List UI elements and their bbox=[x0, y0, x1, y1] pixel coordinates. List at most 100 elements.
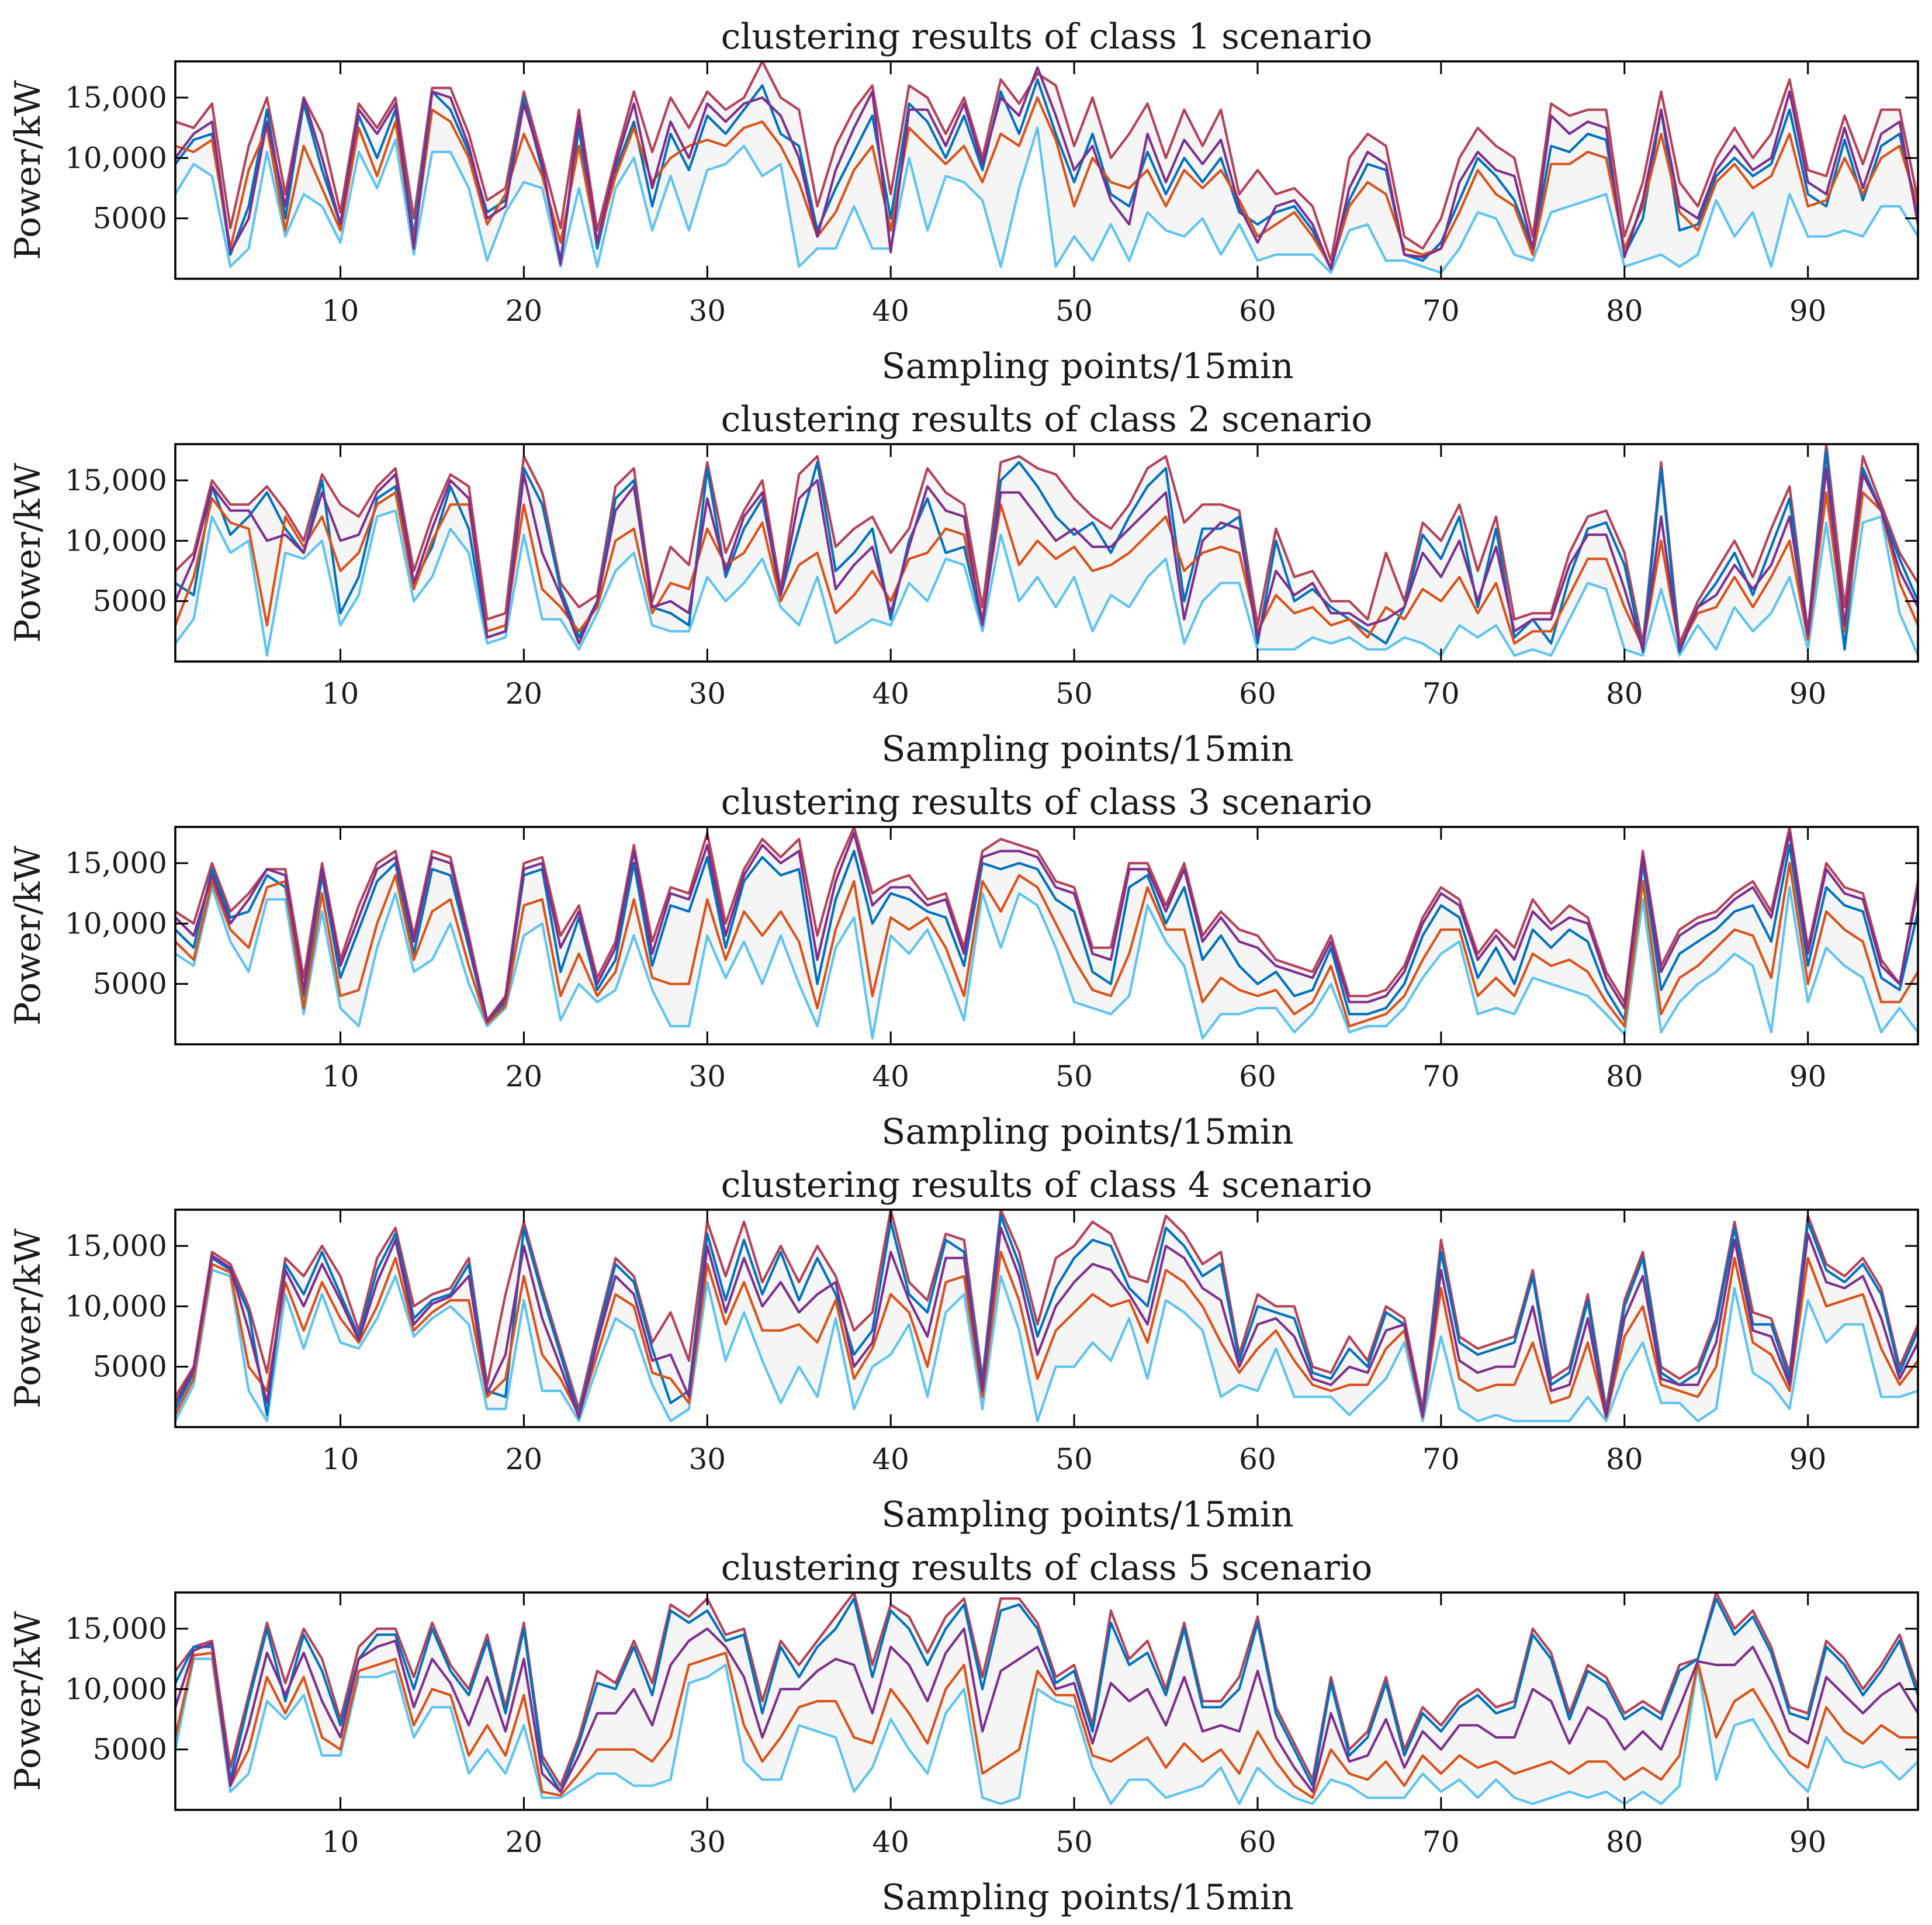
panel-2-xtick-label-70: 70 bbox=[1422, 677, 1460, 711]
panel-1-envelope-band bbox=[175, 61, 1918, 273]
panel-4-ytick-label-5000: 5000 bbox=[93, 1350, 167, 1384]
panel-1-ylabel: Power/kW bbox=[8, 80, 49, 260]
panel-3-xtick-label-30: 30 bbox=[688, 1060, 726, 1093]
panel-2-ytick-label-5000: 5000 bbox=[93, 584, 167, 618]
panel-3-title: clustering results of class 3 scenario bbox=[721, 782, 1373, 823]
panels: clustering results of class 1 scenario 10… bbox=[8, 16, 1919, 1918]
panel-4-envelope-upper-line bbox=[175, 1210, 1918, 1411]
panel-4-xtick-label-30: 30 bbox=[688, 1442, 726, 1476]
panel-4: clustering results of class 4 scenario 10… bbox=[8, 1165, 1919, 1535]
panel-3-ytick-label-15000: 15,000 bbox=[65, 846, 167, 880]
panel-5: clustering results of class 5 scenario 10… bbox=[8, 1547, 1919, 1918]
panel-3-series-trace-c bbox=[175, 832, 1918, 1023]
panel-2-xtick-label-30: 30 bbox=[688, 677, 726, 711]
panel-3-series-trace-b bbox=[175, 861, 1918, 1028]
panel-5-envelope-lower-line bbox=[175, 1657, 1918, 1805]
panel-5-plot-area bbox=[175, 1592, 1918, 1805]
panel-3-xtick-label-70: 70 bbox=[1422, 1060, 1460, 1093]
panel-1-envelope-upper-line bbox=[175, 61, 1918, 262]
panel-2-axes-box bbox=[174, 443, 1919, 663]
panel-4-xtick-label-80: 80 bbox=[1606, 1442, 1643, 1476]
panel-1-ytick-label-10000: 10,000 bbox=[65, 141, 167, 175]
panel-1-ytick-label-15000: 15,000 bbox=[65, 81, 167, 115]
panel-4-xtick-label-20: 20 bbox=[505, 1442, 543, 1476]
panel-4-ylabel: Power/kW bbox=[8, 1228, 49, 1408]
panel-3-xtick-label-10: 10 bbox=[322, 1060, 359, 1093]
panel-4-axes-box bbox=[174, 1209, 1919, 1428]
panel-4-xtick-label-40: 40 bbox=[872, 1442, 909, 1476]
panel-3-xtick-label-50: 50 bbox=[1055, 1060, 1093, 1093]
panel-2-series-trace-a bbox=[175, 449, 1918, 653]
panel-2-ytick-label-10000: 10,000 bbox=[65, 524, 167, 558]
panel-4-series-trace-a bbox=[175, 1214, 1918, 1417]
panel-1-xtick-label-50: 50 bbox=[1055, 294, 1093, 328]
panel-5-title: clustering results of class 5 scenario bbox=[721, 1547, 1373, 1588]
panel-2-xtick-label-40: 40 bbox=[872, 677, 909, 711]
panel-2-xtick-label-90: 90 bbox=[1789, 677, 1827, 711]
panel-4-envelope-lower-line bbox=[175, 1269, 1918, 1422]
panel-2-title: clustering results of class 2 scenario bbox=[721, 399, 1373, 440]
panel-5-ylabel: Power/kW bbox=[8, 1611, 49, 1791]
panel-5-xtick-label-10: 10 bbox=[322, 1825, 359, 1859]
panel-5-ytick-label-5000: 5000 bbox=[93, 1733, 167, 1767]
panel-1-xtick-label-80: 80 bbox=[1606, 294, 1643, 328]
panel-2-xtick-label-50: 50 bbox=[1055, 677, 1093, 711]
panel-3-xtick-label-90: 90 bbox=[1789, 1060, 1827, 1093]
panel-1-xtick-label-70: 70 bbox=[1422, 294, 1460, 328]
panel-1-title: clustering results of class 1 scenario bbox=[721, 16, 1373, 57]
panel-5-ytick-label-10000: 10,000 bbox=[65, 1672, 167, 1706]
panel-2-xtick-label-20: 20 bbox=[505, 677, 543, 711]
panel-3-envelope-band bbox=[175, 827, 1918, 1038]
panel-4-xtick-label-50: 50 bbox=[1055, 1442, 1093, 1476]
panel-3-ylabel: Power/kW bbox=[8, 846, 49, 1026]
panel-1-xtick-label-10: 10 bbox=[322, 294, 359, 328]
panel-1-xtick-label-20: 20 bbox=[505, 294, 543, 328]
panel-2-envelope-lower-line bbox=[175, 509, 1918, 657]
panel-4-xtick-label-60: 60 bbox=[1239, 1442, 1276, 1476]
panel-4-series-trace-b bbox=[175, 1251, 1918, 1419]
panel-5-ytick-label-15000: 15,000 bbox=[65, 1612, 167, 1646]
panel-2-ytick-label-15000: 15,000 bbox=[65, 463, 167, 497]
panel-3-xlabel: Sampling points/15min bbox=[881, 1112, 1293, 1152]
panel-5-xlabel: Sampling points/15min bbox=[881, 1877, 1293, 1918]
panel-3-ytick-label-5000: 5000 bbox=[93, 967, 167, 1001]
panel-2-xtick-label-80: 80 bbox=[1606, 677, 1643, 711]
panel-5-envelope-upper-line bbox=[175, 1592, 1918, 1787]
panel-1-series-trace-c bbox=[175, 66, 1918, 271]
panel-4-xlabel: Sampling points/15min bbox=[881, 1494, 1293, 1535]
panel-3-xtick-label-20: 20 bbox=[505, 1060, 543, 1093]
panel-1-ytick-label-5000: 5000 bbox=[93, 202, 167, 236]
panel-3-ytick-label-10000: 10,000 bbox=[65, 906, 167, 940]
panel-2-xtick-label-60: 60 bbox=[1239, 677, 1276, 711]
panel-5-xtick-label-80: 80 bbox=[1606, 1825, 1643, 1859]
panel-3-xtick-label-60: 60 bbox=[1239, 1060, 1276, 1093]
panel-3-envelope-lower-line bbox=[175, 886, 1918, 1040]
panel-1-axes-box bbox=[174, 60, 1919, 280]
panel-1-series-trace-b bbox=[175, 96, 1918, 268]
panel-4-xtick-label-10: 10 bbox=[322, 1442, 359, 1476]
panel-4-plot-area bbox=[175, 1210, 1918, 1422]
panel-2-series-trace-c bbox=[175, 467, 1918, 651]
panel-4-ytick-label-10000: 10,000 bbox=[65, 1289, 167, 1323]
panel-3-plot-area bbox=[175, 827, 1918, 1040]
panel-1-xtick-label-60: 60 bbox=[1239, 294, 1276, 328]
panel-5-xtick-label-90: 90 bbox=[1789, 1825, 1827, 1859]
panel-1-envelope-lower-line bbox=[175, 126, 1918, 274]
panel-2-xlabel: Sampling points/15min bbox=[881, 729, 1293, 770]
panel-2-envelope-upper-line bbox=[175, 444, 1918, 645]
panel-3: clustering results of class 3 scenario 10… bbox=[8, 782, 1919, 1152]
panel-1-plot-area bbox=[175, 61, 1918, 274]
panel-4-xtick-label-90: 90 bbox=[1789, 1442, 1827, 1476]
panel-5-series-trace-b bbox=[175, 1652, 1918, 1799]
panel-1-xtick-label-90: 90 bbox=[1789, 294, 1827, 328]
panel-2-xtick-label-10: 10 bbox=[322, 677, 359, 711]
panel-3-xtick-label-40: 40 bbox=[872, 1060, 909, 1093]
panel-1-xtick-label-30: 30 bbox=[688, 294, 726, 328]
panel-4-series-trace-c bbox=[175, 1226, 1918, 1419]
panel-2-series-trace-b bbox=[175, 491, 1918, 649]
panel-5-xtick-label-40: 40 bbox=[872, 1825, 909, 1859]
panel-5-series-trace-a bbox=[175, 1597, 1918, 1794]
panel-2-plot-area bbox=[175, 444, 1918, 657]
panel-1-xtick-label-40: 40 bbox=[872, 294, 909, 328]
